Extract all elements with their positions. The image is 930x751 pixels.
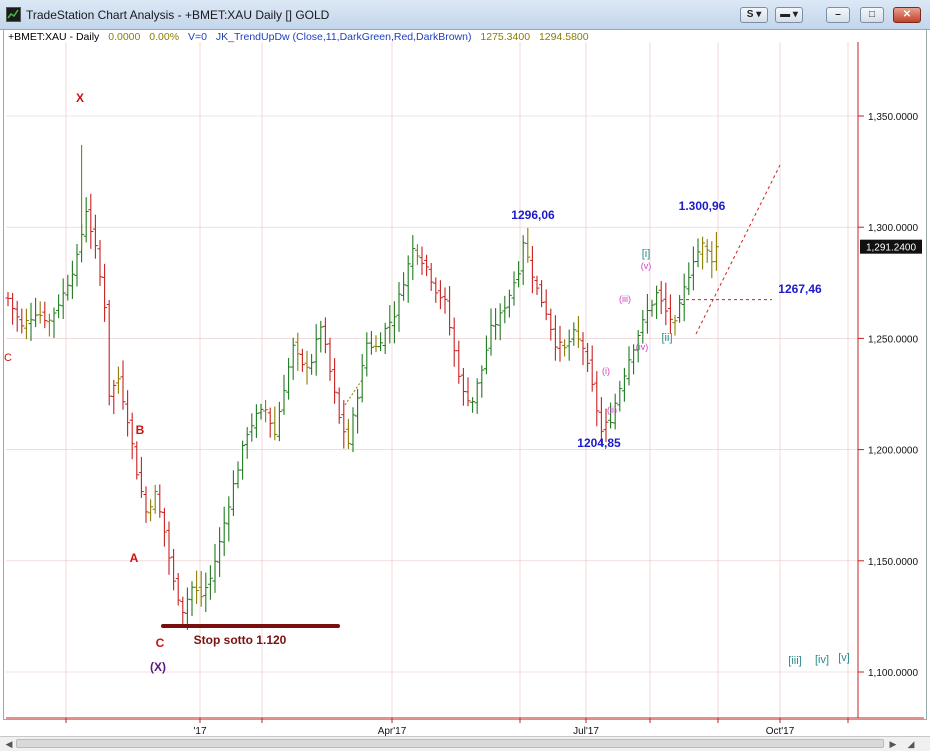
chevron-down-icon: ▾ [756,9,762,20]
volume-value: V=0 [187,31,207,43]
rectangle-icon: ▬ [780,9,791,20]
indicator-value-2: 1294.5800 [538,31,589,43]
s-button-label: S [746,9,754,20]
x-tick-label: Jul'17 [573,726,599,736]
x-tick-label: Oct'17 [766,726,795,736]
close-button[interactable]: ✕ [893,7,921,23]
symbol-label: +BMET:XAU - Daily [8,31,100,43]
resize-grip-icon[interactable]: ◢ [907,739,915,749]
minimize-button[interactable]: – [826,7,850,23]
scroll-left-icon[interactable]: ◀ [5,739,13,749]
maximize-button[interactable]: □ [860,7,884,23]
app-icon [6,7,21,22]
chart-header: +BMET:XAU - Daily 0.0000 0.00% V=0 JK_Tr… [8,31,595,43]
s-menu-button[interactable]: S ▾ [740,7,768,23]
change-pct-value: 0.00% [149,31,180,43]
indicator-value-1: 1275.3400 [480,31,531,43]
chevron-down-icon: ▾ [792,9,798,20]
chart-window[interactable] [3,30,927,720]
x-tick-label: Apr'17 [378,726,407,736]
options-button[interactable]: ▬ ▾ [775,7,803,23]
scroll-right-icon[interactable]: ▶ [889,739,897,749]
title-bar: TradeStation Chart Analysis - +BMET:XAU … [0,0,930,30]
horizontal-scrollbar[interactable]: ◀ ▶ ◢ [0,736,930,751]
indicator-label: JK_TrendUpDw (Close,11,DarkGreen,Red,Dar… [215,31,472,43]
window-title: TradeStation Chart Analysis - +BMET:XAU … [26,8,330,22]
scrollbar-thumb[interactable] [16,739,884,748]
change-value: 0.0000 [108,31,141,43]
x-tick-label: '17 [193,726,206,736]
